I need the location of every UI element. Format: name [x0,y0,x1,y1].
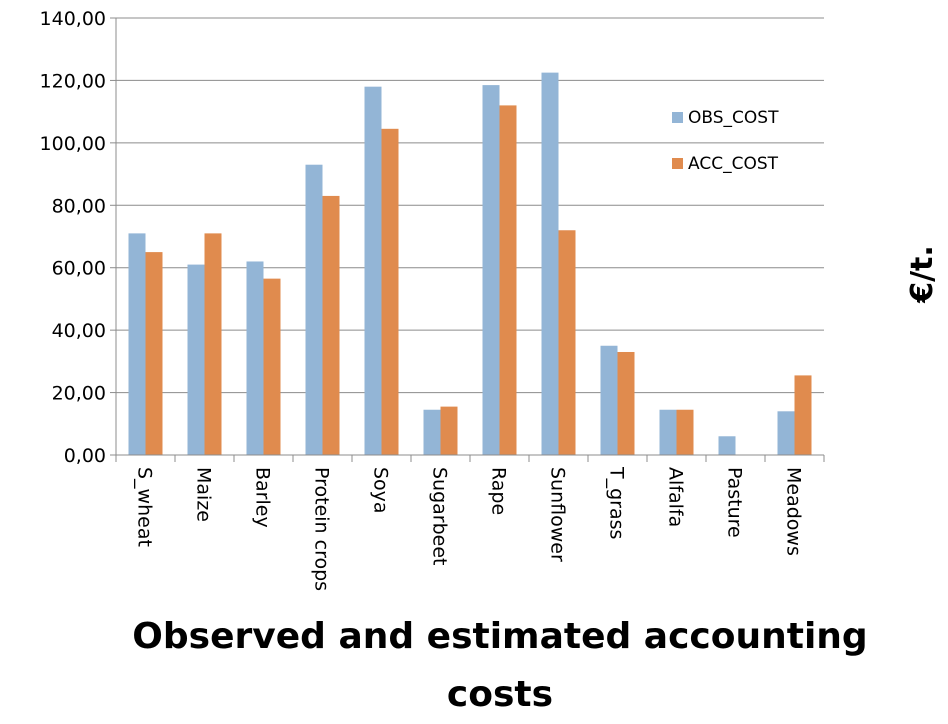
x-tick-label: Barley [252,467,274,528]
bar-acc-cost [322,195,340,455]
x-tick-label: Maize [193,467,215,522]
bar-acc-cost [794,375,812,455]
legend-label: ACC_COST [688,154,779,174]
chart-title: Observed and estimated accounting costs [132,616,868,715]
y-tick-label: 120,00 [40,70,106,92]
bar-acc-cost [558,230,576,455]
bar-obs-cost [423,409,441,455]
bar-acc-cost [263,278,281,455]
bar-obs-cost [777,411,795,455]
legend-label: OBS_COST [688,108,779,128]
bars [128,72,812,456]
y-tick-labels: 0,00 20,00 40,00 60,00 80,00 100,00 120,00 140,… [40,8,106,467]
legend: OBS_COST ACC_COST [672,108,779,174]
bar-acc-cost [499,105,517,456]
x-tick-label: T_grass [606,466,628,539]
legend-swatch [672,158,683,169]
bar-obs-cost [305,164,323,455]
bar-acc-cost [440,406,458,455]
bar-acc-cost [676,409,694,455]
y-tick-label: 80,00 [52,195,106,217]
x-tick-label: Sunflower [547,467,569,562]
y-tick-label: 0,00 [64,445,106,467]
x-tick-labels: S_wheat Maize Barley Protein crops Soya Sugar… [134,466,805,591]
x-tick-label: Pasture [724,467,746,538]
y-tick-label: 60,00 [52,258,106,280]
bar-obs-cost [718,436,736,455]
y-tick-label: 40,00 [52,320,106,342]
x-tick-label: Protein crops [311,467,333,591]
x-tick-label: Sugarbeet [429,467,451,566]
gridlines [116,17,824,456]
x-tick-label: Rape [488,467,510,515]
y-axis-label: €/t. [905,245,940,304]
x-tick-label: Meadows [783,467,805,556]
y-tick-label: 140,00 [40,8,106,30]
legend-swatch [672,112,683,123]
y-tick-label: 20,00 [52,383,106,405]
bar-obs-cost [187,264,205,455]
bar-obs-cost [541,72,559,455]
bar-acc-cost [204,233,222,455]
x-tick-label: Soya [370,467,392,514]
x-tick-label: Alfalfa [665,467,687,527]
bar-acc-cost [145,252,163,455]
bar-acc-cost [617,351,635,455]
bar-obs-cost [482,85,500,455]
axes [110,17,825,462]
bar-obs-cost [364,86,382,456]
x-tick-label: S_wheat [134,467,156,547]
bar-obs-cost [659,409,677,455]
bar-obs-cost [246,261,264,455]
bar-obs-cost [128,233,146,455]
bar-obs-cost [600,345,618,455]
y-tick-label: 100,00 [40,133,106,155]
bar-acc-cost [381,128,399,455]
